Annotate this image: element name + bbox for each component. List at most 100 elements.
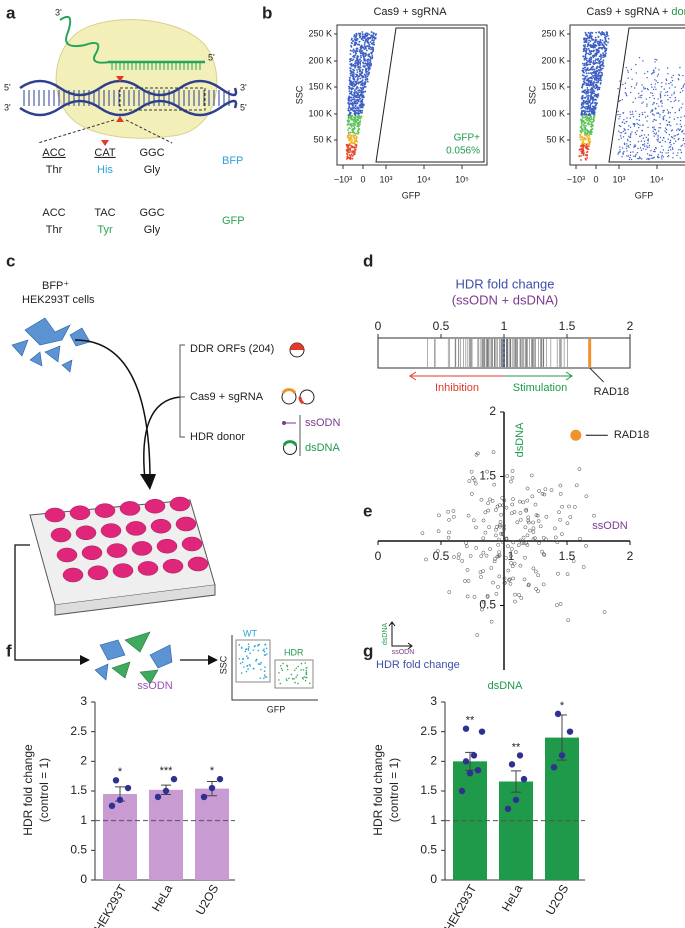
event: [628, 135, 630, 138]
event: [624, 87, 627, 90]
event: [631, 131, 633, 133]
event: [674, 140, 677, 142]
dot: [247, 657, 250, 659]
event: [657, 154, 659, 156]
screen-hit: [541, 552, 546, 556]
event: [359, 86, 362, 89]
event: [350, 91, 353, 94]
data-point: [462, 725, 470, 732]
event: [591, 105, 594, 108]
event: [365, 71, 367, 73]
cells: [94, 631, 173, 685]
event: [607, 41, 609, 44]
strand-end: 5': [4, 82, 11, 92]
event: [583, 37, 586, 40]
significance: *: [560, 700, 565, 712]
event: [347, 131, 350, 134]
event: [660, 91, 662, 93]
strand-end: 3': [55, 7, 62, 17]
event: [363, 48, 366, 51]
event: [667, 154, 670, 157]
event: [593, 78, 596, 81]
event: [360, 74, 363, 77]
event: [591, 83, 594, 86]
event: [630, 113, 632, 116]
screen-hit: [494, 527, 498, 532]
event: [662, 118, 665, 121]
panel-label: g: [363, 641, 373, 660]
event: [680, 107, 683, 109]
event: [597, 31, 600, 34]
event: [349, 58, 351, 61]
event: [622, 152, 624, 154]
screen-hit: [472, 478, 477, 482]
event: [371, 36, 374, 39]
event: [371, 54, 374, 57]
event: [646, 88, 649, 90]
event: [350, 122, 352, 125]
event: [348, 134, 351, 137]
event: [352, 81, 355, 83]
event: [665, 91, 667, 94]
panel-label: c: [6, 251, 15, 270]
event: [583, 91, 586, 94]
event: [367, 73, 370, 76]
event: [601, 64, 604, 67]
screen-hit: [518, 538, 523, 543]
y-tick-label: 0: [80, 872, 87, 886]
event: [651, 92, 654, 94]
x-tick-label: 10⁴: [417, 174, 431, 184]
x-tick-label: 2: [627, 549, 634, 563]
event: [363, 86, 366, 89]
event: [353, 100, 356, 103]
screen-hit: [474, 525, 478, 530]
y-axis-label: HDR fold change: [21, 744, 35, 836]
screen-hit: [584, 494, 589, 499]
event: [678, 129, 681, 132]
event: [636, 82, 638, 84]
event: [619, 125, 622, 128]
chart-title: dsDNA: [488, 680, 524, 692]
event: [584, 116, 587, 119]
event: [591, 32, 594, 34]
well: [175, 516, 197, 532]
significance: *: [118, 766, 123, 778]
event: [619, 80, 621, 82]
event: [584, 101, 587, 103]
screen-hit: [472, 595, 477, 599]
event: [587, 137, 589, 139]
event: [657, 112, 660, 115]
event: [641, 94, 643, 97]
inhibition-arrow: [409, 371, 504, 381]
event: [605, 40, 608, 43]
screen-hit: [457, 552, 461, 557]
event: [596, 61, 599, 64]
event: [677, 78, 679, 80]
event: [682, 85, 685, 87]
screen-hit: [507, 578, 511, 583]
screen-hit: [533, 502, 538, 507]
event: [594, 59, 597, 62]
event: [661, 154, 663, 157]
event: [644, 116, 647, 118]
event: [349, 74, 352, 77]
event: [591, 101, 594, 103]
screen-hit: [474, 545, 479, 550]
event: [592, 76, 595, 79]
event: [355, 136, 358, 139]
event: [591, 96, 594, 98]
x-tick-label: 10⁵: [455, 174, 469, 184]
event: [670, 130, 673, 132]
event: [626, 69, 629, 72]
well: [106, 543, 128, 558]
well: [131, 541, 153, 556]
event: [645, 136, 647, 139]
event: [588, 84, 591, 86]
event: [583, 142, 586, 145]
screen-hit: [565, 521, 570, 526]
event: [586, 147, 589, 149]
event: [589, 52, 592, 55]
event: [360, 115, 363, 118]
dot: [242, 658, 244, 660]
event: [587, 97, 590, 100]
